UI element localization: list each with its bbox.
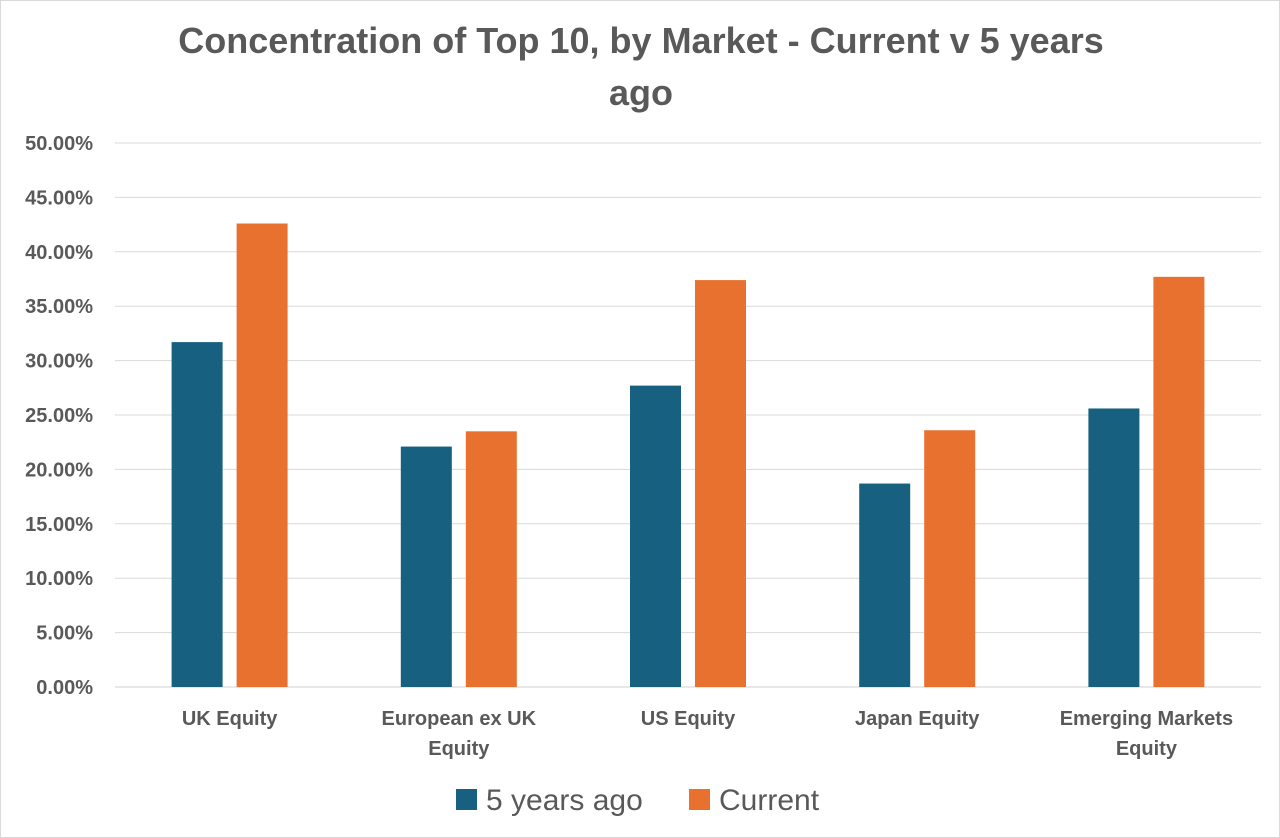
legend-swatch	[456, 789, 477, 810]
x-axis-ticks: UK Equity European ex UK Equity US Equity Ja…	[182, 708, 1233, 760]
bars	[171, 223, 1205, 687]
bar-current	[236, 223, 288, 687]
y-tick-label: 50.00%	[25, 133, 93, 155]
x-tick-label: Equity	[1116, 738, 1178, 760]
bar-current	[924, 430, 976, 687]
y-tick-label: 15.00%	[25, 514, 93, 536]
chart-title-line: Concentration of Top 10, by Market - Cur…	[178, 20, 1104, 61]
chart-title-line: ago	[609, 72, 673, 113]
y-tick-label: 25.00%	[25, 405, 93, 427]
y-tick-label: 10.00%	[25, 568, 93, 590]
bar-five-years-ago	[171, 342, 223, 687]
legend: 5 years ago Current	[456, 784, 820, 817]
y-tick-label: 20.00%	[25, 459, 93, 481]
x-tick-label: Japan Equity	[855, 708, 980, 730]
gridlines	[115, 142, 1261, 688]
chart-title: Concentration of Top 10, by Market - Cur…	[178, 20, 1104, 113]
x-tick-label: European ex UK	[382, 708, 537, 730]
y-tick-label: 0.00%	[36, 677, 93, 699]
legend-label: 5 years ago	[486, 784, 643, 817]
x-tick-label: US Equity	[641, 708, 736, 730]
x-tick-label: UK Equity	[182, 708, 278, 730]
bar-five-years-ago	[859, 483, 911, 687]
x-tick-label: Equity	[428, 738, 490, 760]
bar-five-years-ago	[630, 385, 681, 687]
y-tick-label: 45.00%	[25, 187, 93, 209]
y-tick-label: 30.00%	[25, 351, 93, 373]
y-tick-label: 5.00%	[36, 623, 93, 645]
x-tick-label: Emerging Markets	[1060, 708, 1233, 730]
bar-five-years-ago	[400, 446, 452, 687]
bar-current	[695, 280, 746, 687]
legend-label: Current	[719, 784, 820, 817]
y-tick-label: 35.00%	[25, 296, 93, 318]
bar-current	[465, 431, 517, 687]
bar-five-years-ago	[1088, 408, 1140, 687]
legend-swatch	[689, 789, 710, 810]
y-tick-label: 40.00%	[25, 242, 93, 264]
y-axis-ticks: 0.00% 5.00% 10.00% 15.00% 20.00% 25.00% 30.00%…	[25, 133, 93, 699]
bar-current	[1153, 276, 1205, 687]
